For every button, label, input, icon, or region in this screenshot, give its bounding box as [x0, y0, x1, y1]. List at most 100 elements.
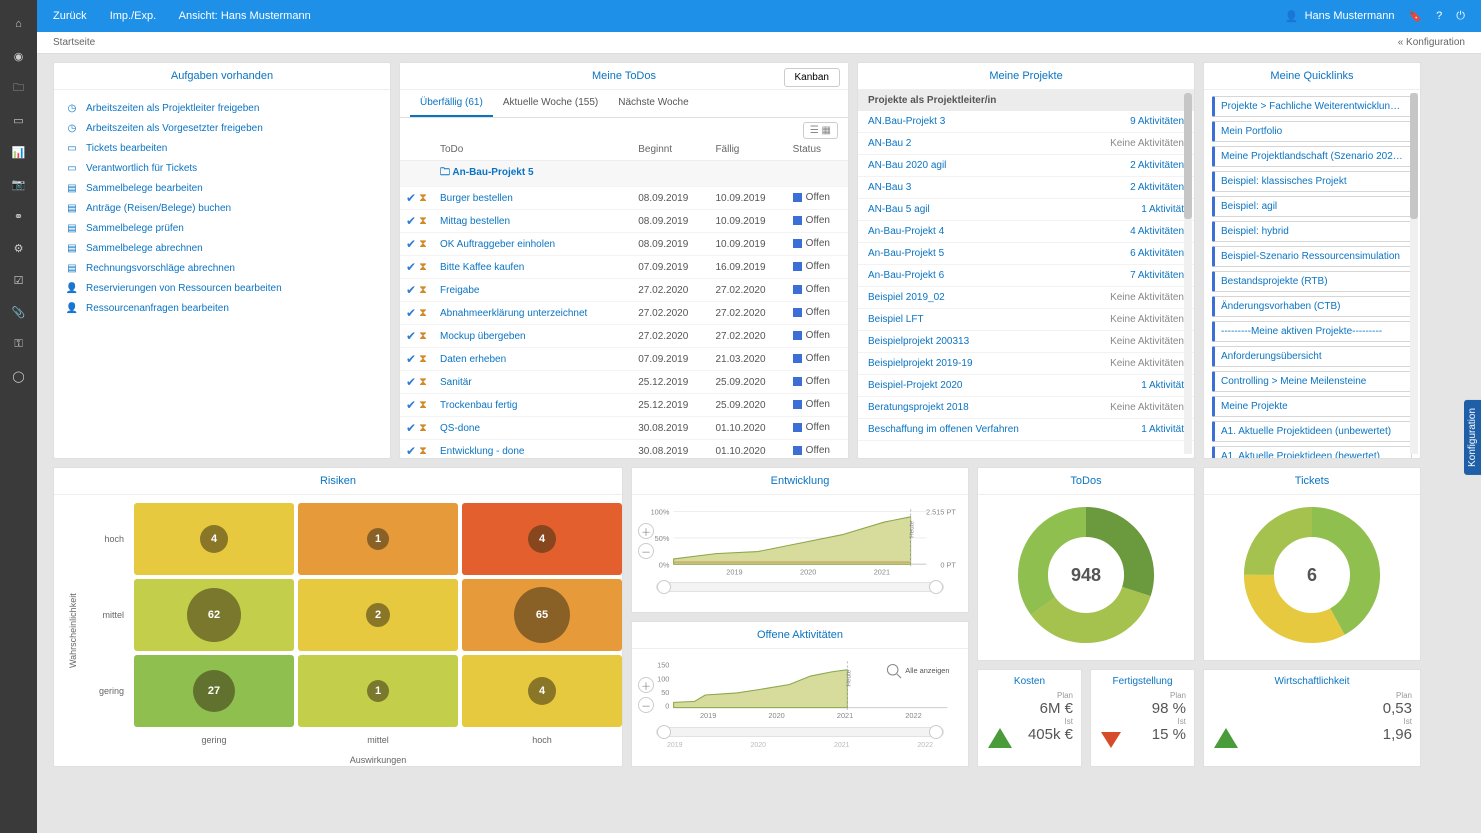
project-row[interactable]: Beschaffung im offenen Verfahren1 Aktivi…: [858, 419, 1194, 441]
task-link[interactable]: ◷Arbeitszeiten als Vorgesetzter freigebe…: [66, 118, 378, 138]
risk-cell[interactable]: 4: [462, 503, 622, 575]
task-link[interactable]: ▤Sammelbelege abrechnen: [66, 238, 378, 258]
task-link[interactable]: ▤Rechnungsvorschläge abrechnen: [66, 258, 378, 278]
todo-row[interactable]: ✔⧗ Entwicklung - done30.08.201901.10.202…: [400, 440, 848, 459]
project-row[interactable]: Beispiel 2019_02Keine Aktivitäten: [858, 287, 1194, 309]
check-icon[interactable]: ☑: [9, 270, 29, 290]
quicklink-item[interactable]: Beispiel: agil: [1212, 196, 1412, 217]
check-icon[interactable]: ✔: [406, 329, 416, 343]
camera-icon[interactable]: 📷: [9, 174, 29, 194]
range-slider[interactable]: 2019202020212022: [656, 727, 944, 737]
todo-tab[interactable]: Nächste Woche: [608, 90, 698, 117]
task-link[interactable]: ▭Verantwortlich für Tickets: [66, 158, 378, 178]
todo-row[interactable]: ✔⧗ Freigabe27.02.202027.02.2020 Offen: [400, 279, 848, 302]
screen-icon[interactable]: ▭: [9, 110, 29, 130]
quicklink-item[interactable]: Projekte > Fachliche Weiterentwicklung 1…: [1212, 96, 1412, 117]
risk-cell[interactable]: 2: [298, 579, 458, 651]
config-side-tab[interactable]: Konfiguration: [1464, 400, 1481, 475]
chart-icon[interactable]: 📊: [9, 142, 29, 162]
quicklink-item[interactable]: Meine Projekte: [1212, 396, 1412, 417]
kanban-button[interactable]: Kanban: [784, 68, 840, 87]
home-icon[interactable]: ⌂: [9, 14, 29, 34]
risk-cell[interactable]: 4: [462, 655, 622, 727]
project-row[interactable]: AN-Bau 2Keine Aktivitäten: [858, 133, 1194, 155]
project-row[interactable]: An-Bau-Projekt 44 Aktivitäten: [858, 221, 1194, 243]
user-menu[interactable]: 👤Hans Mustermann: [1285, 10, 1395, 23]
task-link[interactable]: ▭Tickets bearbeiten: [66, 138, 378, 158]
zoom-out-icon[interactable]: －: [638, 697, 654, 713]
config-link[interactable]: « Konfiguration: [1398, 37, 1465, 48]
todo-tab[interactable]: Überfällig (61): [410, 90, 493, 117]
scrollbar[interactable]: [1410, 93, 1418, 454]
quicklink-item[interactable]: Beispiel: klassisches Projekt: [1212, 171, 1412, 192]
todo-tab[interactable]: Aktuelle Woche (155): [493, 90, 608, 117]
scrollbar[interactable]: [1184, 93, 1192, 454]
check-icon[interactable]: ✔: [406, 375, 416, 389]
project-row[interactable]: Beratungsprojekt 2018Keine Aktivitäten: [858, 397, 1194, 419]
check-icon[interactable]: ✔: [406, 398, 416, 412]
quicklink-item[interactable]: ---------Meine aktiven Projekte---------: [1212, 321, 1412, 342]
risk-cell[interactable]: 27: [134, 655, 294, 727]
project-row[interactable]: An-Bau-Projekt 56 Aktivitäten: [858, 243, 1194, 265]
gear-icon[interactable]: ⚙: [9, 238, 29, 258]
circle-icon[interactable]: ◯: [9, 366, 29, 386]
clip-icon[interactable]: 📎: [9, 302, 29, 322]
quicklink-item[interactable]: Meine Projektlandschaft (Szenario 2020/2…: [1212, 146, 1412, 167]
task-link[interactable]: ▤Sammelbelege prüfen: [66, 218, 378, 238]
zoom-in-icon[interactable]: ＋: [638, 677, 654, 693]
risk-cell[interactable]: 62: [134, 579, 294, 651]
todo-row[interactable]: ✔⧗ Bitte Kaffee kaufen07.09.201916.09.20…: [400, 256, 848, 279]
group-icon[interactable]: ⚭: [9, 206, 29, 226]
quicklink-item[interactable]: A1. Aktuelle Projektideen (unbewertet): [1212, 421, 1412, 442]
check-icon[interactable]: ✔: [406, 237, 416, 251]
task-link[interactable]: 👤Ressourcenanfragen bearbeiten: [66, 298, 378, 318]
todo-row[interactable]: ✔⧗ Sanitär25.12.201925.09.2020 Offen: [400, 371, 848, 394]
power-icon[interactable]: ⏻: [1456, 10, 1465, 23]
project-row[interactable]: AN-Bau 32 Aktivitäten: [858, 177, 1194, 199]
task-link[interactable]: 👤Reservierungen von Ressourcen bearbeite…: [66, 278, 378, 298]
zoom-in-icon[interactable]: ＋: [638, 523, 654, 539]
project-row[interactable]: AN-Bau 2020 agil2 Aktivitäten: [858, 155, 1194, 177]
project-row[interactable]: AN.Bau-Projekt 39 Aktivitäten: [858, 111, 1194, 133]
person-icon[interactable]: ◉: [9, 46, 29, 66]
check-icon[interactable]: ✔: [406, 352, 416, 366]
quicklink-item[interactable]: Controlling > Meine Meilensteine: [1212, 371, 1412, 392]
project-row[interactable]: Beispiel LFTKeine Aktivitäten: [858, 309, 1194, 331]
check-icon[interactable]: ✔: [406, 306, 416, 320]
risk-cell[interactable]: 1: [298, 503, 458, 575]
check-icon[interactable]: ✔: [406, 260, 416, 274]
risk-cell[interactable]: 1: [298, 655, 458, 727]
todo-row[interactable]: ✔⧗ Daten erheben07.09.201921.03.2020 Off…: [400, 348, 848, 371]
range-slider[interactable]: [656, 582, 944, 592]
task-link[interactable]: ▤Anträge (Reisen/Belege) buchen: [66, 198, 378, 218]
task-link[interactable]: ◷Arbeitszeiten als Projektleiter freigeb…: [66, 98, 378, 118]
quicklink-item[interactable]: Änderungsvorhaben (CTB): [1212, 296, 1412, 317]
back-link[interactable]: Zurück: [53, 10, 87, 22]
help-icon[interactable]: ?: [1436, 10, 1442, 22]
project-row[interactable]: Beispielprojekt 2019-19Keine Aktivitäten: [858, 353, 1194, 375]
project-row[interactable]: Beispiel-Projekt 20201 Aktivität: [858, 375, 1194, 397]
key-icon[interactable]: ⚿: [9, 334, 29, 354]
project-row[interactable]: An-Bau-Projekt 67 Aktivitäten: [858, 265, 1194, 287]
quicklink-item[interactable]: Beispiel: hybrid: [1212, 221, 1412, 242]
bookmark-icon[interactable]: 🔖: [1408, 10, 1422, 23]
impexp-link[interactable]: Imp./Exp.: [110, 10, 156, 22]
project-row[interactable]: AN-Bau 5 agil1 Aktivität: [858, 199, 1194, 221]
view-toggle[interactable]: ☰ ▦: [803, 122, 838, 139]
task-link[interactable]: ▤Sammelbelege bearbeiten: [66, 178, 378, 198]
todo-row[interactable]: ✔⧗ Burger bestellen08.09.201910.09.2019 …: [400, 187, 848, 210]
check-icon[interactable]: ✔: [406, 191, 416, 205]
check-icon[interactable]: ✔: [406, 214, 416, 228]
quicklink-item[interactable]: Anforderungsübersicht: [1212, 346, 1412, 367]
todo-row[interactable]: ✔⧗ Mittag bestellen08.09.201910.09.2019 …: [400, 210, 848, 233]
check-icon[interactable]: ✔: [406, 421, 416, 435]
zoom-out-icon[interactable]: －: [638, 543, 654, 559]
breadcrumb-start[interactable]: Startseite: [53, 37, 95, 48]
risk-cell[interactable]: 4: [134, 503, 294, 575]
folder-icon[interactable]: 🗀: [9, 78, 29, 98]
check-icon[interactable]: ✔: [406, 444, 416, 458]
quicklink-item[interactable]: Beispiel-Szenario Ressourcensimulation: [1212, 246, 1412, 267]
todo-row[interactable]: ✔⧗ Trockenbau fertig25.12.201925.09.2020…: [400, 394, 848, 417]
check-icon[interactable]: ✔: [406, 283, 416, 297]
todo-row[interactable]: ✔⧗ OK Auftraggeber einholen08.09.201910.…: [400, 233, 848, 256]
